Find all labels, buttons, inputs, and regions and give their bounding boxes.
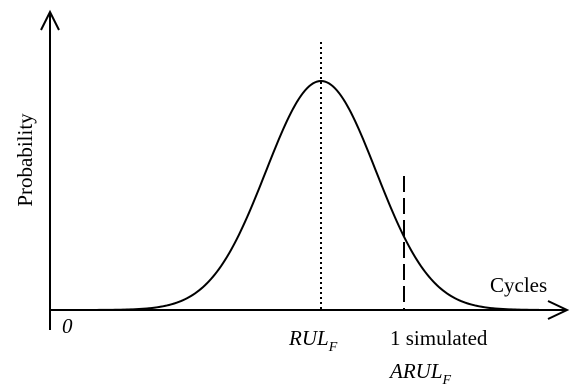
- origin-label: 0: [62, 314, 73, 338]
- y-axis-arrowhead: [40, 9, 60, 31]
- probability-curve: [94, 79, 540, 311]
- simulated-label-subscript: F: [442, 373, 452, 388]
- peak-label-main: RUL: [288, 326, 329, 350]
- simulated-label-line1: 1 simulated: [390, 326, 488, 350]
- x-axis-arrowhead: [547, 300, 570, 320]
- x-axis-label: Cycles: [490, 273, 547, 297]
- simulated-label-line2: ARULF: [388, 359, 452, 388]
- peak-label-subscript: F: [328, 340, 338, 355]
- peak-label: RULF: [288, 326, 338, 355]
- y-axis-label: Probability: [13, 113, 37, 207]
- simulated-label-main: ARUL: [388, 359, 443, 383]
